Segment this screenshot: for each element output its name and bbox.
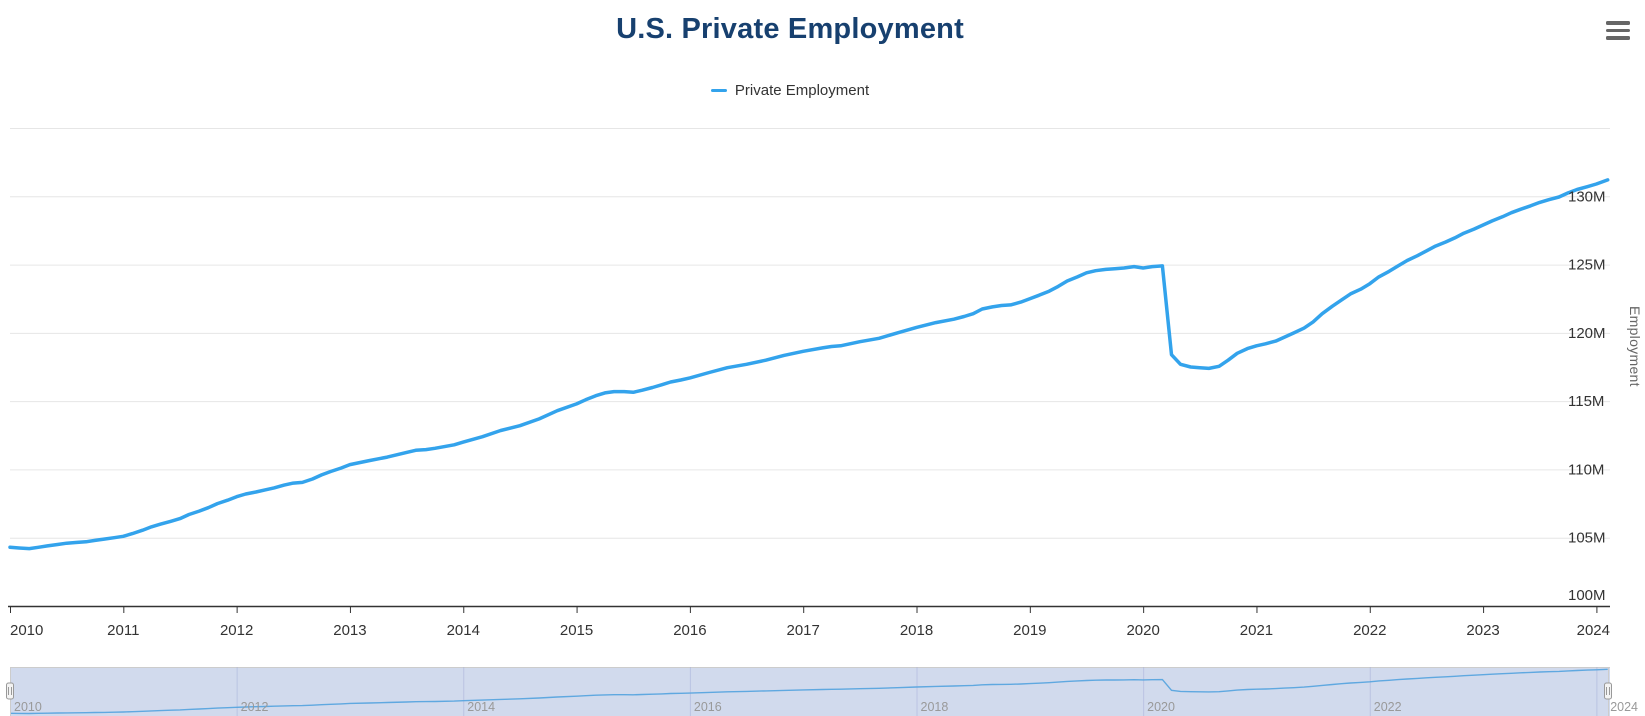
navigator-label: 2018 <box>921 700 949 714</box>
x-axis-label: 2011 <box>107 622 139 639</box>
navigator-handle-right[interactable] <box>1604 682 1612 700</box>
hamburger-menu-icon <box>1606 21 1630 40</box>
y-axis-label: 110M <box>1568 461 1604 478</box>
legend-line-marker <box>710 89 727 92</box>
x-axis-label: 2012 <box>220 622 253 639</box>
navigator-label: 2016 <box>694 700 722 714</box>
navigator-label: 2024 <box>1610 700 1638 714</box>
x-axis-label: 2010 <box>10 622 43 639</box>
x-axis-label: 2021 <box>1240 622 1273 639</box>
x-axis-label: 2024 <box>1577 622 1610 639</box>
x-axis-label: 2014 <box>447 622 480 639</box>
navigator-label: 2020 <box>1147 700 1175 714</box>
navigator-label: 2022 <box>1374 700 1402 714</box>
context-menu-button[interactable] <box>1604 19 1632 45</box>
chart-title: U.S. Private Employment <box>616 13 964 45</box>
y-axis-label: 120M <box>1568 325 1606 342</box>
x-axis-label: 2020 <box>1126 622 1159 639</box>
y-axis-label: 115M <box>1568 393 1604 410</box>
navigator-series-line <box>9 668 1608 715</box>
x-axis-label: 2019 <box>1013 622 1046 639</box>
legend-label: Private Employment <box>734 82 870 99</box>
navigator-label: 2010 <box>14 700 42 714</box>
y-axis-label: 105M <box>1568 530 1606 547</box>
navigator-label: 2012 <box>241 700 269 714</box>
legend-item-private-employment[interactable]: Private Employment <box>710 82 870 99</box>
private-employment-series-line[interactable] <box>8 178 1610 551</box>
y-axis-label: 125M <box>1568 257 1606 274</box>
legend: Private Employment <box>0 82 1580 99</box>
y-axis-label: 130M <box>1568 188 1606 205</box>
x-axis-label: 2018 <box>900 622 933 639</box>
x-axis-label: 2022 <box>1353 622 1386 639</box>
x-axis-label: 2015 <box>560 622 593 639</box>
y-axis-title: Employment <box>1627 306 1643 387</box>
y-axis-label: 100M <box>1568 587 1606 604</box>
navigator-handle-left[interactable] <box>6 682 14 700</box>
x-axis-label: 2017 <box>787 622 820 639</box>
x-axis-label: 2016 <box>673 622 706 639</box>
x-axis-label: 2023 <box>1466 622 1499 639</box>
x-axis-label: 2013 <box>333 622 366 639</box>
navigator-mask[interactable] <box>10 667 1610 716</box>
navigator-label: 2014 <box>467 700 495 714</box>
